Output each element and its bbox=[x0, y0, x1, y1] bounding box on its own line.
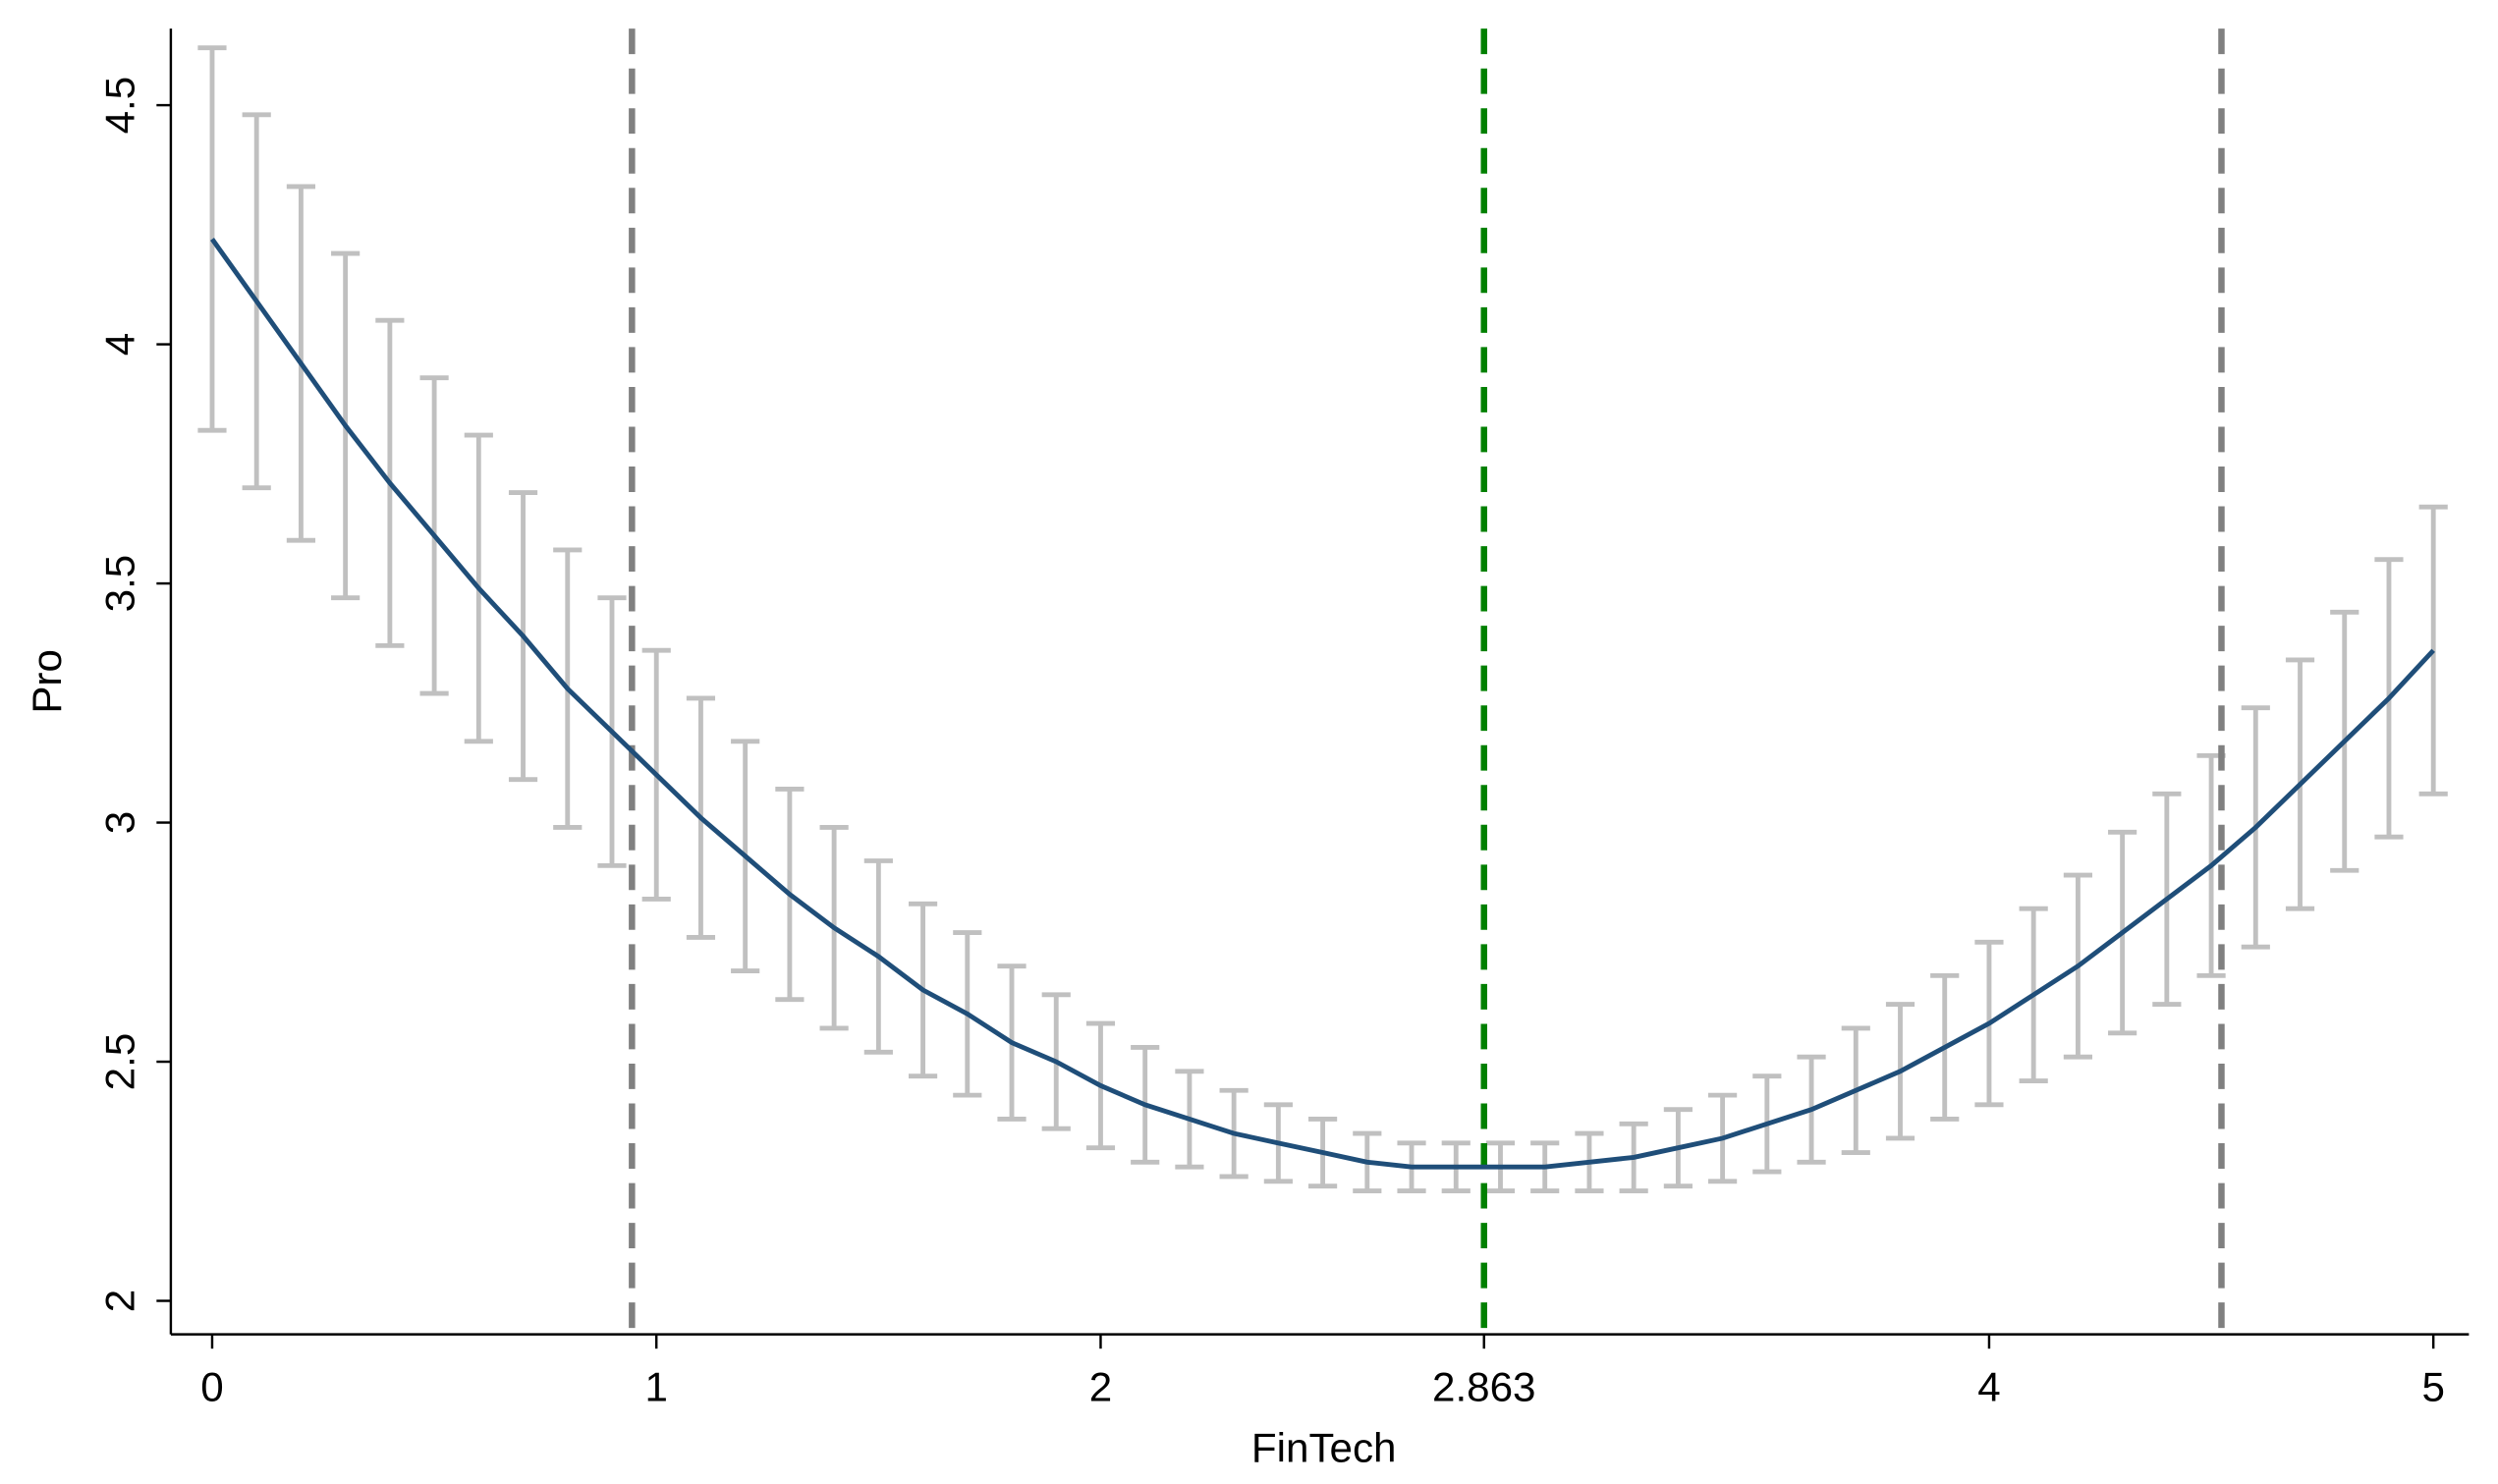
y-tick-label: 4 bbox=[96, 333, 142, 356]
y-axis-label: Pro bbox=[24, 649, 70, 714]
x-tick-label: 1 bbox=[645, 1364, 668, 1410]
line bbox=[209, 238, 2435, 1170]
error-bar bbox=[197, 45, 227, 433]
y-tick-label: 3 bbox=[96, 811, 142, 834]
y-tick-label: 4.5 bbox=[96, 77, 142, 135]
x-tick-label: 4 bbox=[1977, 1364, 2000, 1410]
y-tick-label: 3.5 bbox=[96, 555, 142, 613]
x-tick-label: 0 bbox=[200, 1364, 223, 1410]
x-tick-label: 2.863 bbox=[1432, 1364, 1535, 1410]
y-tick-label: 2.5 bbox=[96, 1033, 142, 1091]
x-axis-label: FinTech bbox=[1251, 1424, 1397, 1470]
x-tick-label: 2 bbox=[1089, 1364, 1112, 1410]
y-tick-label: 2 bbox=[96, 1290, 142, 1312]
x-tick-label: 5 bbox=[2421, 1364, 2444, 1410]
